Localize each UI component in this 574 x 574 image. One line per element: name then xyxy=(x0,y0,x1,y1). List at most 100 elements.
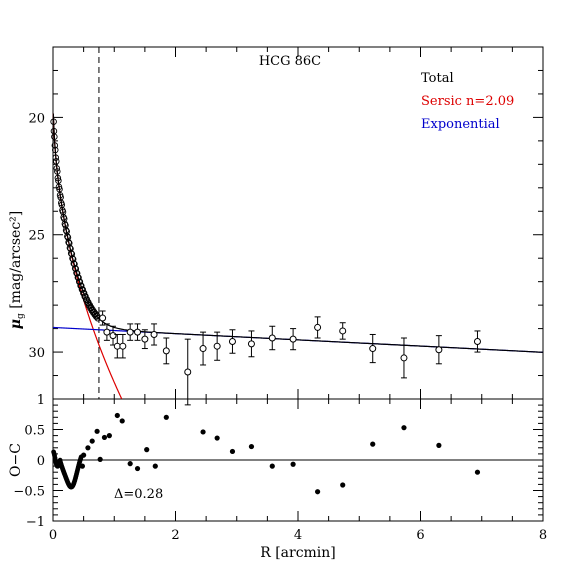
inner-profile-point xyxy=(54,168,61,175)
inner-profile-point xyxy=(78,282,85,290)
inner-profile-point xyxy=(52,154,60,161)
residual-point xyxy=(200,429,206,435)
residual-point xyxy=(106,433,112,439)
residual-point xyxy=(81,452,87,458)
profile-point xyxy=(339,327,347,335)
inner-profile-point xyxy=(64,233,71,240)
chart-title: HCG 86C xyxy=(259,54,321,69)
residual-y-tick-label: 0.5 xyxy=(24,424,45,439)
x-axis-label: R [arcmin] xyxy=(260,545,336,561)
profile-point xyxy=(141,335,149,343)
legend-total: Total xyxy=(421,71,454,86)
inner-profile-point xyxy=(62,222,69,229)
inner-profile-point xyxy=(54,174,62,182)
x-tick-label: 2 xyxy=(171,528,179,543)
inner-profile-point xyxy=(82,293,89,300)
residual-point xyxy=(229,448,236,455)
y-axis-label: μg [mag/arcsec²] xyxy=(8,211,26,330)
inner-profile-point xyxy=(51,142,59,149)
residual-y-tick-label: 0 xyxy=(37,454,45,469)
residual-point xyxy=(114,412,120,419)
inner-profile-point xyxy=(53,165,61,172)
residual-point xyxy=(401,425,407,431)
y-axis-label-unit: [mag/arcsec²] xyxy=(8,211,24,313)
profile-point xyxy=(184,368,192,376)
inner-profile-point xyxy=(93,312,101,319)
profile-point xyxy=(199,345,207,353)
y-tick-label: 30 xyxy=(28,346,45,361)
sersic-curve xyxy=(52,113,123,400)
profile-point xyxy=(369,345,377,353)
residual-point xyxy=(97,456,103,462)
x-tick-label: 0 xyxy=(49,528,57,543)
y-axis-label-subscript: g xyxy=(16,313,26,319)
profile-point xyxy=(119,342,127,350)
legend-exponential: Exponential xyxy=(421,117,500,132)
inner-profile-point xyxy=(53,158,60,165)
residual-y-tick-label: −0.5 xyxy=(13,485,45,500)
residual-point xyxy=(436,442,442,448)
profile-point xyxy=(126,328,134,336)
inner-profile-point xyxy=(92,313,100,320)
inner-profile-point xyxy=(72,265,80,273)
inner-profile-point xyxy=(79,286,86,293)
residual-point xyxy=(144,447,150,453)
residual-annotation: Δ=0.28 xyxy=(114,487,163,502)
inner-profile-point xyxy=(75,274,82,281)
residual-point xyxy=(290,461,296,467)
residual-point xyxy=(85,445,91,451)
residual-point xyxy=(340,482,346,488)
residual-point xyxy=(79,463,85,469)
inner-profile-point xyxy=(52,146,59,154)
residual-point xyxy=(134,465,141,472)
y-axis-label-symbol: μ xyxy=(8,319,24,329)
profile-point xyxy=(400,354,408,362)
residual-point xyxy=(474,469,481,475)
profile-point xyxy=(99,314,107,322)
profile-point xyxy=(134,328,142,336)
residual-y-label: O−C xyxy=(8,443,24,477)
residual-y-tick-label: 1 xyxy=(37,393,45,408)
residual-point xyxy=(101,434,108,441)
profile-point xyxy=(247,340,255,348)
residual-point xyxy=(89,438,95,444)
profile-point xyxy=(150,330,158,338)
y-tick-label: 20 xyxy=(28,111,45,126)
inner-profile-point xyxy=(71,260,78,268)
ticks-layer: 0 2 4 6 8 20 25 30 −1 −0.5 0 0.5 1 xyxy=(13,47,547,543)
total-curve xyxy=(52,113,544,353)
residual-point xyxy=(370,441,376,447)
profile-point xyxy=(289,335,297,343)
inner-profile-point xyxy=(50,118,57,125)
x-tick-label: 8 xyxy=(539,528,547,543)
residual-point xyxy=(248,443,255,450)
inner-profile-point xyxy=(51,133,58,140)
inner-profile-point xyxy=(76,278,84,286)
profile-point xyxy=(103,328,111,336)
inner-profile-point xyxy=(55,177,62,184)
residual-point xyxy=(119,418,125,424)
residual-point xyxy=(152,463,158,469)
profile-point xyxy=(268,334,276,342)
inner-profile-point xyxy=(63,228,70,235)
profile-point xyxy=(162,347,170,355)
curves-layer xyxy=(52,113,544,400)
profile-point xyxy=(213,342,221,350)
profile-point xyxy=(228,338,236,346)
residual-point xyxy=(269,463,275,469)
profile-point xyxy=(435,346,443,354)
points-layer xyxy=(50,118,481,406)
residual-point xyxy=(163,414,169,420)
residual-y-tick-label: −1 xyxy=(26,515,45,530)
residual-point xyxy=(315,489,321,495)
inner-profile-point xyxy=(80,289,88,297)
residual-point xyxy=(127,461,133,467)
profile-point xyxy=(109,332,117,340)
x-tick-label: 6 xyxy=(416,528,424,543)
x-tick-label: 4 xyxy=(294,528,302,543)
residual-layer xyxy=(51,412,481,495)
residual-point xyxy=(214,435,220,441)
profile-point xyxy=(314,323,322,331)
legend-sersic: Sersic n=2.09 xyxy=(421,94,514,109)
profile-point xyxy=(473,338,481,346)
